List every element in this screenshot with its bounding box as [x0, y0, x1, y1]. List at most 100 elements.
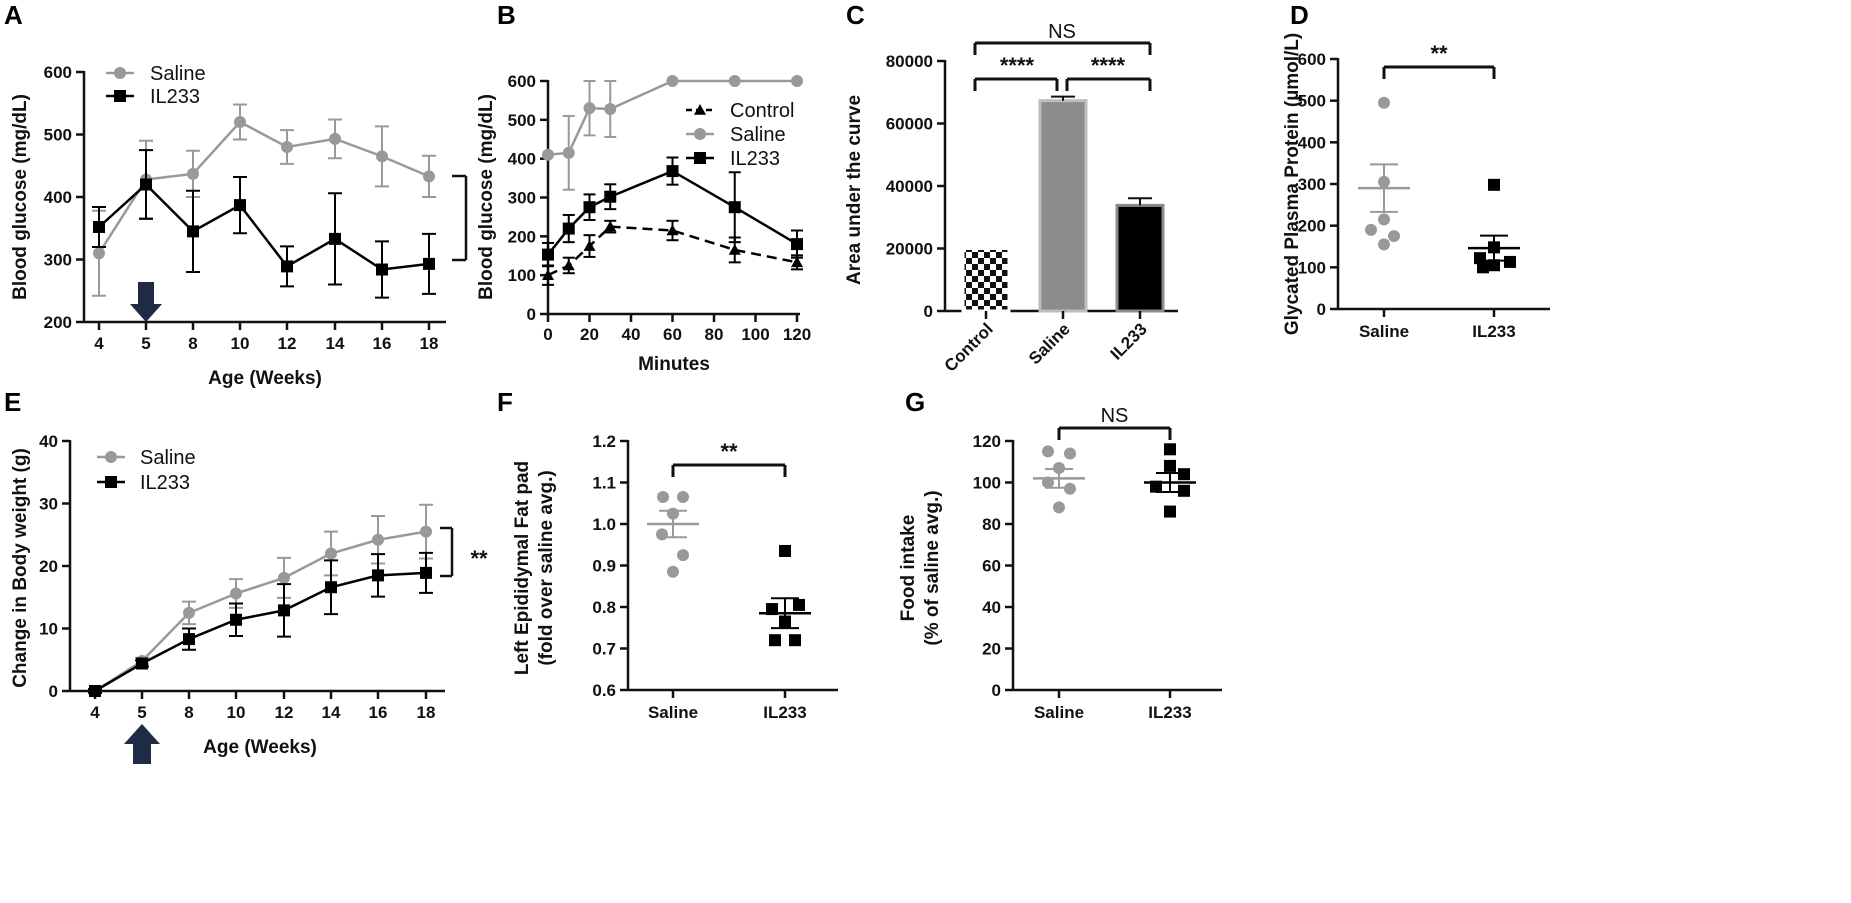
panel-b: B 0 100 200 300 400 500 600 0 20 40 60 80 100 120 Minut… [476, 0, 811, 375]
c-bar-control [961, 247, 1011, 313]
b-point-saline [791, 75, 803, 87]
e-y-tick-label: 10 [39, 620, 58, 639]
f-point-il233 [766, 603, 778, 616]
a-point-il233 [187, 225, 199, 238]
b-legend-label-saline: Saline [730, 124, 786, 146]
b-point-saline [604, 102, 617, 115]
f-point-saline [657, 491, 669, 504]
panel-label: A [4, 0, 23, 30]
f-point-saline [677, 491, 689, 504]
d-point-il233 [1477, 261, 1489, 274]
a-legend-marker-il233 [114, 90, 126, 102]
f-point-il233 [779, 615, 791, 628]
c-significance: NS **** **** [973, 21, 1152, 91]
e-x-tick-label: 4 [90, 703, 100, 722]
g-sig-label: NS [1101, 405, 1129, 427]
d-point-il233 [1504, 255, 1516, 268]
panel-f: F 0.6 0.7 0.8 0.9 1.0 1.1 1.2 Left Epididymal Fa… [497, 387, 838, 722]
g-y-tick-label: 20 [982, 640, 1001, 659]
a-point-saline [234, 116, 246, 128]
b-point-il233 [583, 201, 596, 214]
d-y-tick-label: 200 [1298, 217, 1326, 236]
e-x-tick-label: 18 [417, 703, 436, 722]
a-x-tick-label: 18 [420, 334, 439, 353]
d-x-tick-label: IL233 [1472, 322, 1515, 341]
f-point-il233 [789, 634, 801, 647]
panel-label: E [4, 387, 21, 417]
b-point-control [583, 240, 596, 251]
c-bar-saline [1038, 99, 1088, 313]
a-y-tick-label: 500 [44, 126, 72, 145]
b-point-control [562, 259, 575, 271]
f-point-saline [656, 528, 668, 541]
g-y-axis-label: Food intake [898, 515, 919, 622]
c-sig-label-1: **** [1000, 53, 1035, 78]
d-point-saline [1378, 213, 1390, 226]
d-y-tick-label: 600 [1298, 50, 1326, 69]
f-y-tick-label: 0.6 [592, 681, 616, 700]
d-sig-label: ** [1430, 41, 1448, 66]
d-point-il233 [1488, 178, 1500, 191]
g-y-axis-label-2: (% of saline avg.) [922, 490, 943, 645]
e-point-il233 [183, 633, 195, 646]
d-y-tick-label: 400 [1298, 133, 1326, 152]
g-y-tick-label: 0 [992, 681, 1001, 700]
g-y-tick-label: 100 [973, 474, 1001, 493]
a-legend-marker-saline [114, 67, 126, 79]
panel-c: C 0 20000 40000 60000 80000 Area under the cur… [844, 0, 1178, 376]
b-y-tick-label: 500 [508, 111, 536, 130]
d-point-il233 [1488, 241, 1500, 254]
b-y-axis-label: Blood glucose (mg/dL) [476, 94, 497, 300]
panel-label: B [497, 0, 516, 30]
d-y-tick-label: 500 [1298, 92, 1326, 111]
g-point-saline [1053, 461, 1065, 474]
e-y-tick-label: 20 [39, 557, 58, 576]
b-legend-label-control: Control [730, 100, 794, 122]
a-x-tick-label: 12 [278, 334, 297, 353]
g-point-il233 [1164, 505, 1176, 518]
e-x-tick-label: 8 [184, 703, 193, 722]
d-point-saline [1365, 223, 1377, 236]
a-y-tick-label: 600 [44, 63, 72, 82]
f-y-axis-label-2: (fold over saline avg.) [536, 470, 557, 665]
b-legend-marker-il233 [694, 152, 706, 164]
f-point-il233 [779, 544, 791, 557]
f-x-tick-label: IL233 [763, 703, 806, 722]
a-point-saline [281, 141, 293, 153]
f-x-tick-label: Saline [648, 703, 698, 722]
a-x-tick-label: 5 [141, 334, 150, 353]
e-point-saline [420, 525, 432, 538]
e-sig-label: ** [470, 546, 488, 571]
panel-g: G 0 20 40 60 80 100 120 Food intake (% of saline … [898, 387, 1222, 722]
e-legend-label-saline: Saline [140, 447, 196, 469]
c-y-tick-label: 40000 [886, 177, 933, 196]
a-x-tick-label: 4 [94, 334, 104, 353]
e-y-tick-label: 40 [39, 432, 58, 451]
d-y-tick-label: 0 [1317, 300, 1326, 319]
b-point-saline [583, 102, 596, 115]
a-point-saline [376, 150, 388, 163]
f-point-saline [667, 507, 679, 520]
e-x-tick-label: 12 [275, 703, 294, 722]
b-point-control [542, 269, 554, 280]
a-point-il233 [423, 257, 435, 270]
e-point-saline [183, 606, 195, 619]
f-point-saline [667, 565, 679, 578]
c-y-tick-label: 80000 [886, 52, 933, 71]
d-point-il233 [1488, 259, 1500, 272]
a-point-il233 [376, 263, 388, 276]
panel-label: C [846, 0, 865, 30]
panel-a: A 200 300 400 500 600 4 5 8 10 12 14 16 18 Age (Weeks)… [4, 0, 468, 389]
g-y-tick-label: 40 [982, 598, 1001, 617]
e-legend: Saline IL233 [97, 447, 196, 494]
panel-label: G [905, 387, 925, 417]
a-y-tick-label: 400 [44, 188, 72, 207]
b-x-tick-label: 120 [783, 325, 811, 344]
c-y-tick-label: 0 [924, 302, 933, 321]
g-point-il233 [1164, 459, 1176, 472]
g-point-il233 [1178, 484, 1190, 497]
c-sig-label-2: **** [1091, 53, 1126, 78]
e-point-il233 [89, 685, 101, 697]
e-legend-label-il233: IL233 [140, 472, 190, 494]
